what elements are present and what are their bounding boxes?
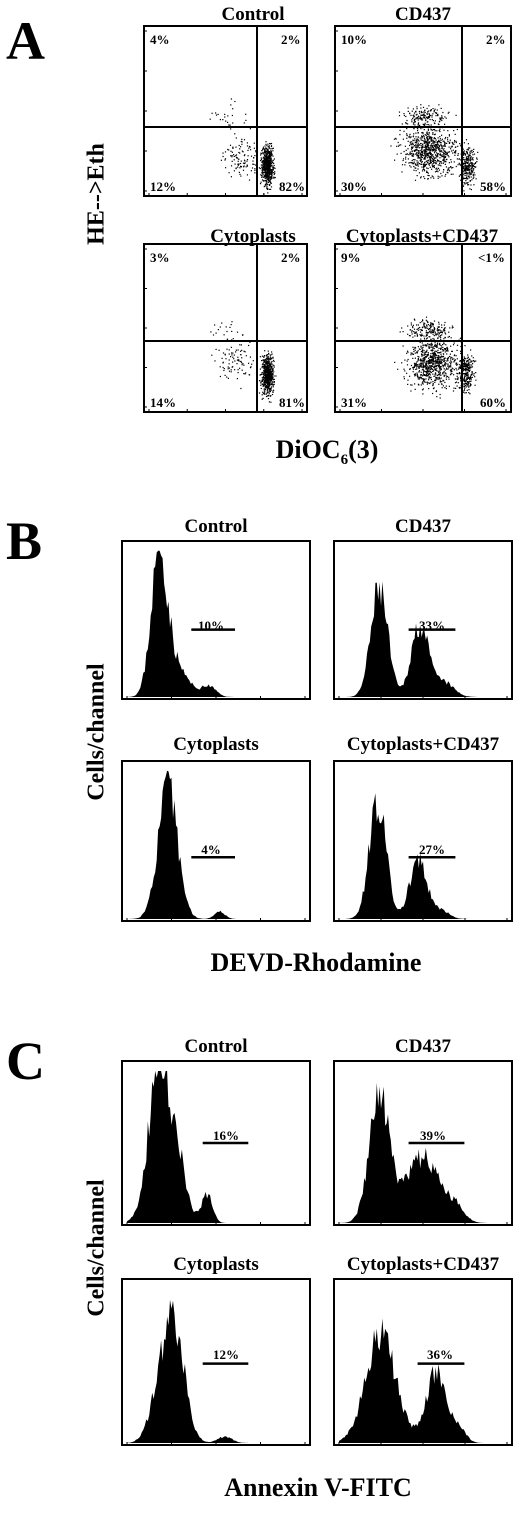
dot-cloud <box>394 316 477 399</box>
plot-frame <box>334 243 512 413</box>
quadrant-ll: 31% <box>341 395 367 410</box>
gate-percent-label: 36% <box>427 1347 453 1362</box>
panel-c-y-axis-label: Cells/channel <box>83 1179 110 1317</box>
x-label-main: DiOC <box>275 435 341 464</box>
plot-a3-title: Cytoplasts <box>210 226 296 247</box>
panel-c-x-axis-label: Annexin V-FITC <box>224 1473 412 1502</box>
plot-c3-title: Cytoplasts <box>173 1254 259 1275</box>
histogram-cytoplasts <box>126 770 306 922</box>
x-label-tail: (3) <box>348 435 379 464</box>
plot-b2-title: CD437 <box>395 516 451 537</box>
dot-plot-cd437 <box>334 25 512 197</box>
panel-b-y-axis-label: Cells/channel <box>83 663 110 801</box>
quadrant-ur: 2% <box>281 250 301 265</box>
dot-cloud <box>210 321 277 403</box>
quadrant-ur: 2% <box>281 32 301 47</box>
x-label-subscript: 6 <box>340 452 349 469</box>
plot-a1-title: Control <box>221 4 285 25</box>
quadrant-lr: 58% <box>480 179 506 194</box>
dot-plot-cytoplasts <box>143 243 308 413</box>
histogram-cd437 <box>338 581 508 700</box>
gate-percent-label: 10% <box>198 618 224 633</box>
gate-percent-label: 4% <box>201 842 221 857</box>
dot-plot-control <box>143 25 308 197</box>
plot-frame <box>334 25 512 197</box>
gate-percent-label: 16% <box>213 1128 239 1143</box>
histogram-fill <box>127 770 305 919</box>
panel-b-x-axis-label: DEVD-Rhodamine <box>210 948 422 977</box>
gate-percent-label: 33% <box>419 618 445 633</box>
histogram-control <box>126 550 306 700</box>
plot-c4-title: Cytoplasts+CD437 <box>346 1254 500 1275</box>
histogram-fill <box>339 1318 507 1443</box>
quadrant-ur: 2% <box>486 32 506 47</box>
quadrant-lr: 60% <box>480 395 506 410</box>
gate-percent-label: 27% <box>419 842 445 857</box>
plot-b3-title: Cytoplasts <box>173 734 259 755</box>
quadrant-ul: 10% <box>341 32 367 47</box>
quadrant-ul: 9% <box>341 250 361 265</box>
histogram-cd437 <box>338 1082 508 1226</box>
plot-c1-title: Control <box>184 1036 248 1057</box>
histogram-fill <box>339 793 507 919</box>
histogram-fill <box>127 550 305 697</box>
histogram-fill <box>127 1299 305 1443</box>
plot-a4-title: Cytoplasts+CD437 <box>345 226 499 247</box>
dot-cloud <box>390 104 479 192</box>
plot-b4-title: Cytoplasts+CD437 <box>346 734 500 755</box>
plot-b1-title: Control <box>184 516 248 537</box>
gate-percent-label: 39% <box>420 1128 446 1143</box>
plot-frame <box>143 25 308 197</box>
quadrant-lr: 81% <box>279 395 305 410</box>
panel-a-x-axis-label: DiOC6(3) <box>276 435 379 469</box>
dot-plot-cytoplasts-cd437 <box>334 243 512 413</box>
gate-percent-label: 12% <box>213 1347 239 1362</box>
panel-letter-a: A <box>6 11 45 71</box>
quadrant-ul: 4% <box>150 32 170 47</box>
panel-letter-c: C <box>6 1031 45 1091</box>
quadrant-ll: 12% <box>150 179 176 194</box>
quadrant-ll: 14% <box>150 395 176 410</box>
histogram-fill <box>339 1082 507 1223</box>
quadrant-ul: 3% <box>150 250 170 265</box>
quadrant-lr: 82% <box>279 179 305 194</box>
quadrant-ur: <1% <box>478 250 505 265</box>
histogram-fill <box>339 581 507 697</box>
histogram-cytoplasts-cd437 <box>338 793 508 922</box>
histogram-cytoplasts-cd437 <box>338 1318 508 1446</box>
panel-a-y-axis-label: HE-->Eth <box>83 143 110 245</box>
plot-a2-title: CD437 <box>395 4 451 25</box>
quadrant-ll: 30% <box>341 179 367 194</box>
histogram-control <box>126 1071 306 1226</box>
plot-frame <box>143 243 308 413</box>
panel-letter-b: B <box>6 511 43 571</box>
plot-c2-title: CD437 <box>395 1036 451 1057</box>
dot-cloud <box>209 98 276 195</box>
histogram-cytoplasts <box>126 1299 306 1446</box>
histogram-fill <box>127 1071 305 1223</box>
